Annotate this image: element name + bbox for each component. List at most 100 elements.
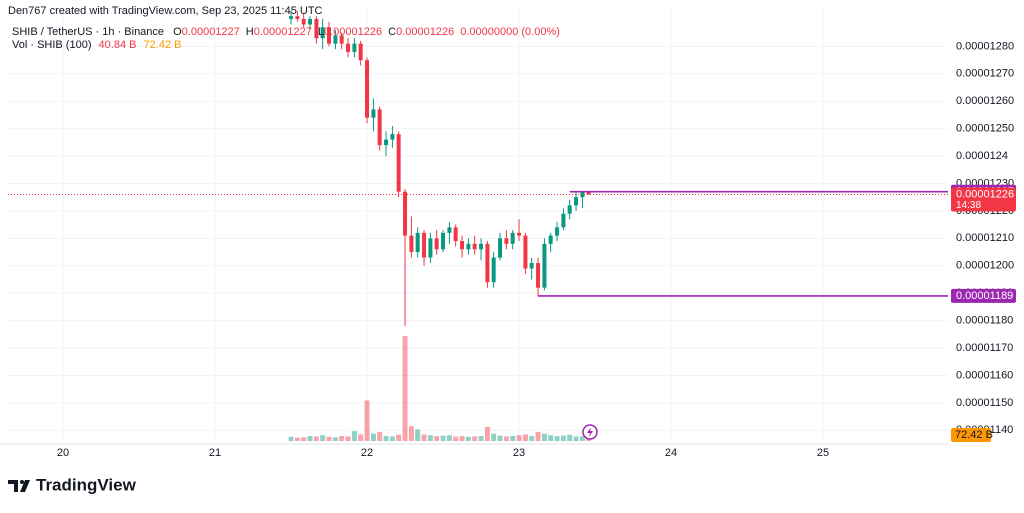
candle-body	[415, 232, 420, 253]
ohlc-value: 0.00001227	[182, 26, 240, 38]
ohlc-value: 0.00001227	[254, 26, 312, 38]
candle-body	[472, 243, 477, 250]
volume-bar	[484, 426, 490, 441]
y-tick-label: 0.00001270	[956, 68, 1014, 80]
volume-bar	[440, 435, 446, 441]
candle-body	[498, 238, 503, 258]
candle-body	[453, 227, 458, 242]
volume-bar	[529, 436, 535, 441]
volume-bar	[446, 435, 452, 441]
volume-bar	[307, 436, 313, 441]
x-tick-label: 22	[361, 447, 373, 459]
volume-bar	[320, 435, 326, 441]
x-tick-label: 24	[665, 447, 677, 459]
volume-bar	[402, 336, 408, 441]
volume-bar	[579, 436, 585, 441]
candle-body	[523, 235, 528, 269]
candle-body	[466, 243, 471, 250]
volume-bar	[313, 436, 319, 441]
candle-body	[358, 43, 363, 61]
volume-bar	[326, 436, 332, 441]
candle-body	[371, 109, 376, 118]
volume-bar	[408, 426, 414, 441]
candle-body	[542, 243, 547, 288]
candle-body	[403, 191, 408, 236]
volume-bar	[478, 436, 484, 441]
candle-body	[567, 205, 572, 214]
candle-body	[536, 263, 541, 288]
candle-body	[320, 27, 325, 39]
y-tick-label: 0.00001260	[956, 95, 1014, 107]
candle-body	[491, 257, 496, 283]
volume-bar	[491, 433, 497, 441]
level-tag	[951, 288, 1016, 303]
candle-body	[390, 134, 395, 140]
candle-body	[561, 213, 566, 228]
volume-bar	[339, 436, 345, 441]
last-price-label: 0.00001226	[956, 188, 1014, 200]
candle-body	[460, 241, 465, 250]
volume-value: 40.84 B	[99, 39, 137, 51]
ohlc-value: 0.00001226	[396, 26, 454, 38]
candle-body	[333, 35, 338, 44]
candle-body	[555, 227, 560, 236]
volume-bar	[345, 436, 351, 441]
volume-legend: Vol · SHIB (100) 40.84 B 72.42 B	[12, 39, 181, 51]
candle-body	[422, 232, 427, 258]
ohlc-value: 0.00001226	[324, 26, 382, 38]
volume-bar	[434, 436, 440, 441]
y-tick-label: 0.00001280	[956, 40, 1014, 52]
ohlc-label: H	[246, 26, 254, 38]
candle-body	[339, 35, 344, 44]
candle-body	[346, 43, 351, 52]
volume-bar	[459, 436, 465, 441]
candle-body	[352, 43, 357, 52]
candle-body	[301, 18, 306, 25]
candle-body	[396, 134, 401, 192]
candle-body	[314, 18, 319, 39]
y-tick-label: 0.0000124	[956, 150, 1008, 162]
countdown: 14:38	[956, 200, 981, 211]
alert-icon	[582, 424, 598, 440]
candle-body	[517, 232, 522, 236]
credit: Den767 created with TradingView.com, Sep…	[8, 5, 323, 17]
candle-body	[504, 238, 509, 244]
ohlc-label: O	[173, 26, 182, 38]
candle-body	[529, 263, 534, 269]
x-tick-label: 23	[513, 447, 525, 459]
volume-bar	[567, 434, 573, 441]
volume-bar	[535, 431, 541, 441]
volume-bar	[427, 435, 433, 441]
volume-bar	[516, 435, 522, 441]
volume-bar	[358, 434, 364, 441]
volume-bar	[554, 436, 560, 441]
volume-ma-tag	[951, 428, 991, 443]
volume-bar	[288, 436, 294, 441]
volume-bar	[301, 437, 307, 441]
volume-bar	[541, 433, 547, 441]
volume-bar	[364, 400, 370, 441]
volume-bar	[332, 437, 338, 441]
volume-bar	[294, 437, 300, 441]
volume-bar	[396, 434, 402, 441]
level-label: 0.00001189	[956, 290, 1013, 302]
y-tick-label: 0.00001210	[956, 232, 1014, 244]
change: 0.00000000 (0.00%)	[460, 26, 560, 38]
volume-bar	[351, 431, 357, 441]
axes: 0.00001280 0.00001270 0.00001260 0.00001250…	[0, 40, 1016, 459]
volume-bar	[453, 436, 459, 441]
volume-bar	[503, 436, 509, 441]
y-tick-label: 0.00001180	[956, 315, 1013, 327]
candle-body	[295, 16, 300, 19]
volume-bar	[497, 435, 503, 441]
volume-ma-label: 72.42 B	[955, 429, 993, 441]
candle-body	[365, 60, 370, 118]
brand: TradingView	[36, 475, 137, 494]
logo	[8, 480, 30, 492]
y-tick-label: 0.00001200	[956, 260, 1014, 272]
candle-body	[409, 235, 414, 253]
candle-body	[548, 235, 553, 244]
volume-bar	[548, 435, 554, 441]
